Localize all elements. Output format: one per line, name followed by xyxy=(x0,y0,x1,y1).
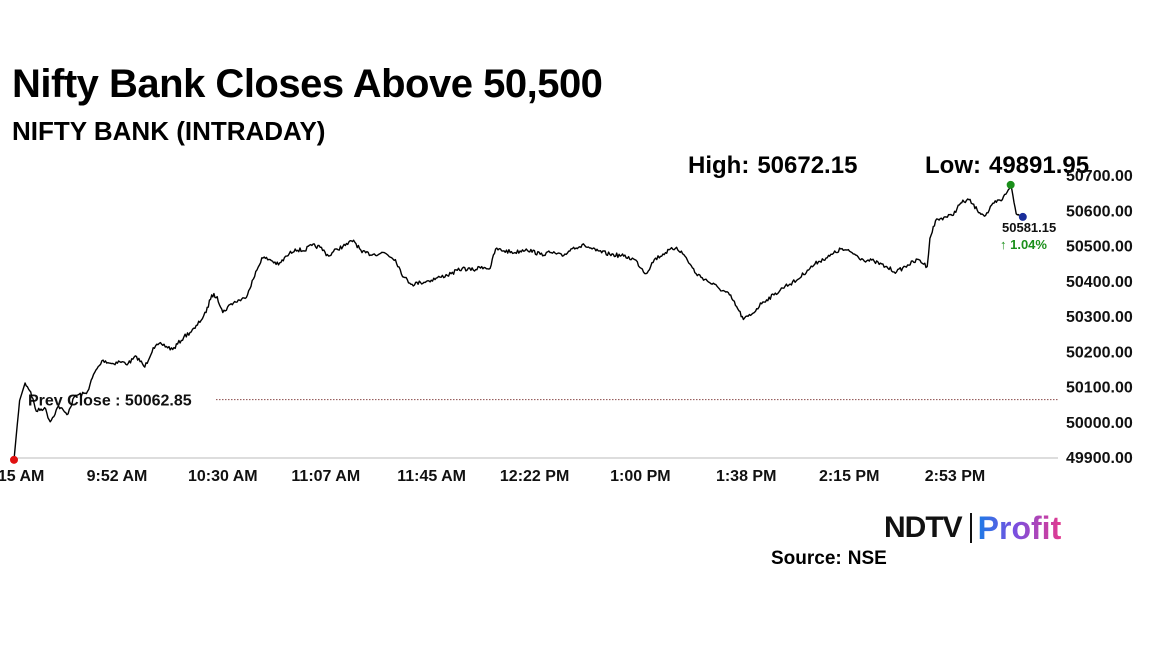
x-tick-label: 2:15 PM xyxy=(819,468,879,485)
source-value: NSE xyxy=(847,548,887,569)
source-note: Source: NSE xyxy=(771,548,887,570)
brand-ndtv: NDTV xyxy=(884,511,963,544)
x-tick-label: 10:30 AM xyxy=(188,468,258,485)
x-tick-label: 2:53 PM xyxy=(925,468,985,485)
x-tick-label: 1:00 PM xyxy=(610,468,670,485)
last-marker xyxy=(1018,212,1027,221)
high-stat: High: 50672.15 xyxy=(688,152,857,180)
y-tick-label: 50600.00 xyxy=(1066,203,1133,220)
brand-profit: Profit xyxy=(977,509,1062,546)
high-marker xyxy=(1006,180,1015,189)
brand-logo: NDTV Profit xyxy=(884,510,1061,546)
y-tick-label: 50400.00 xyxy=(1066,274,1133,291)
change-label: ↑ 1.04% xyxy=(1000,237,1047,252)
x-tick-label: 9:52 AM xyxy=(87,468,148,485)
low-stat: Low: 49891.95 xyxy=(925,152,1089,180)
y-tick-label: 50700.00 xyxy=(1066,168,1133,185)
x-tick-label: 1:38 PM xyxy=(716,468,776,485)
brand-divider xyxy=(969,513,972,543)
high-label: High: xyxy=(688,152,750,179)
x-tick-label: 9:15 AM xyxy=(0,468,44,485)
price-line xyxy=(13,184,1023,460)
y-tick-label: 50200.00 xyxy=(1066,344,1133,361)
y-tick-label: 50300.00 xyxy=(1066,309,1133,326)
source-label: Source: xyxy=(771,548,842,569)
high-value: 50672.15 xyxy=(757,152,858,179)
x-tick-label: 11:45 AM xyxy=(397,468,466,485)
chart-subtitle: NIFTY BANK (INTRADAY) xyxy=(12,116,326,146)
x-tick-label: 12:22 PM xyxy=(500,468,569,485)
chart-title: Nifty Bank Closes Above 50,500 xyxy=(12,62,603,106)
y-tick-label: 50500.00 xyxy=(1066,239,1133,256)
y-tick-label: 50100.00 xyxy=(1066,380,1133,397)
last-value-label: 50581.15 xyxy=(1002,220,1056,235)
x-tick-label: 11:07 AM xyxy=(291,468,360,485)
low-label: Low: xyxy=(925,152,981,179)
low-value: 49891.95 xyxy=(988,152,1090,179)
y-tick-label: 49900.00 xyxy=(1066,450,1133,467)
y-tick-label: 50000.00 xyxy=(1066,415,1133,432)
prev-close-label: Prev Close : 50062.85 xyxy=(28,393,192,410)
low-marker xyxy=(10,455,18,464)
